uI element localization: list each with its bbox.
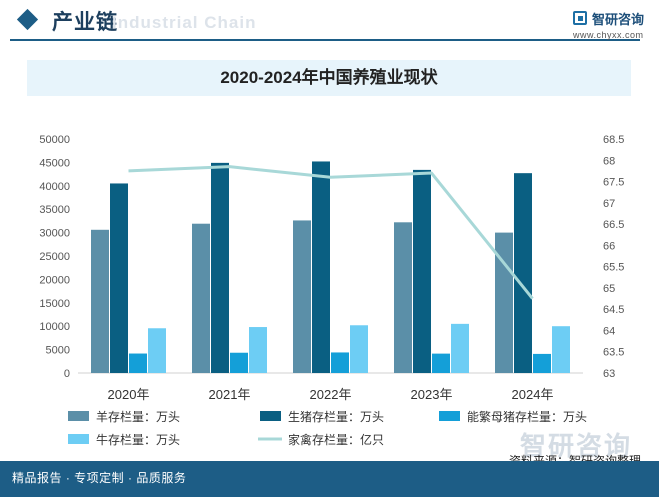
bar	[331, 352, 349, 373]
legend-swatch	[68, 434, 89, 444]
series-line	[128, 165, 534, 300]
bar	[312, 161, 330, 373]
legend-label: 能繁母猪存栏量：万头	[467, 409, 587, 424]
chart-title: 2020-2024年中国养殖业现状	[220, 68, 438, 87]
y-right-tick-label: 63	[603, 368, 615, 380]
bar	[249, 327, 267, 373]
y-left-tick-label: 20000	[39, 274, 70, 286]
footer-tagline: 精品报告 · 专项定制 · 品质服务	[12, 471, 187, 485]
y-right-tick-label: 64.5	[603, 304, 624, 316]
y-right-tick-label: 67.5	[603, 177, 624, 189]
y-right-tick-label: 68	[603, 155, 615, 167]
bar	[514, 173, 532, 373]
y-right-tick-label: 63.5	[603, 347, 624, 359]
footer-bar: 精品报告 · 专项定制 · 品质服务	[0, 461, 659, 497]
chart-title-band: 2020-2024年中国养殖业现状	[27, 60, 631, 96]
x-tick-label: 2022年	[310, 387, 352, 402]
y-left-tick-label: 40000	[39, 181, 70, 193]
x-tick-label: 2021年	[209, 387, 251, 402]
y-right-tick-label: 65.5	[603, 262, 624, 274]
section-watermark: Industrial Chain	[112, 13, 257, 32]
legend-swatch	[260, 411, 281, 421]
y-left-tick-label: 35000	[39, 204, 70, 216]
x-tick-label: 2020年	[108, 387, 150, 402]
bar	[451, 323, 469, 373]
legend-swatch	[439, 411, 460, 421]
bar	[148, 328, 166, 373]
bar	[211, 162, 229, 373]
bar	[293, 220, 311, 373]
bar	[129, 353, 147, 373]
y-right-tick-label: 64	[603, 325, 615, 337]
legend-label: 羊存栏量：万头	[96, 409, 180, 424]
bar	[91, 229, 109, 373]
watermark-logo: 智研咨询	[520, 431, 633, 461]
y-left-tick-label: 50000	[39, 134, 70, 146]
legend-label: 生猪存栏量：万头	[288, 409, 384, 424]
logo-url: www.chyxx.com	[573, 30, 644, 40]
bar	[394, 222, 412, 373]
bar	[533, 353, 551, 373]
x-tick-label: 2024年	[512, 387, 554, 402]
y-right-tick-label: 66	[603, 240, 615, 252]
logo-icon	[573, 11, 587, 25]
section-title: 产业链	[52, 11, 118, 34]
legend-label: 牛存栏量：万头	[96, 432, 180, 447]
x-tick-label: 2023年	[411, 387, 453, 402]
logo-name: 智研咨询	[592, 12, 645, 27]
y-right-tick-label: 66.5	[603, 219, 624, 231]
y-right-tick-label: 68.5	[603, 134, 624, 146]
y-left-tick-label: 30000	[39, 228, 70, 240]
bar	[552, 326, 570, 373]
y-left-tick-label: 45000	[39, 157, 70, 169]
y-left-tick-label: 15000	[39, 298, 70, 310]
y-right-tick-label: 65	[603, 283, 615, 295]
y-right-tick-label: 67	[603, 198, 615, 210]
header-divider	[10, 39, 640, 41]
y-left-tick-label: 0	[64, 368, 70, 380]
legend-swatch	[68, 411, 89, 421]
bar	[413, 169, 431, 373]
bar	[350, 325, 368, 373]
bar	[432, 353, 450, 373]
legend-label: 家禽存栏量：亿只	[288, 432, 384, 447]
bar	[110, 183, 128, 373]
y-left-tick-label: 10000	[39, 321, 70, 333]
y-left-tick-label: 25000	[39, 251, 70, 263]
bar	[230, 352, 248, 373]
bar	[192, 223, 210, 373]
header-bar: 产业链 Industrial Chain 智研咨询 www.chyxx.com	[0, 0, 659, 44]
y-left-tick-label: 5000	[46, 345, 70, 357]
